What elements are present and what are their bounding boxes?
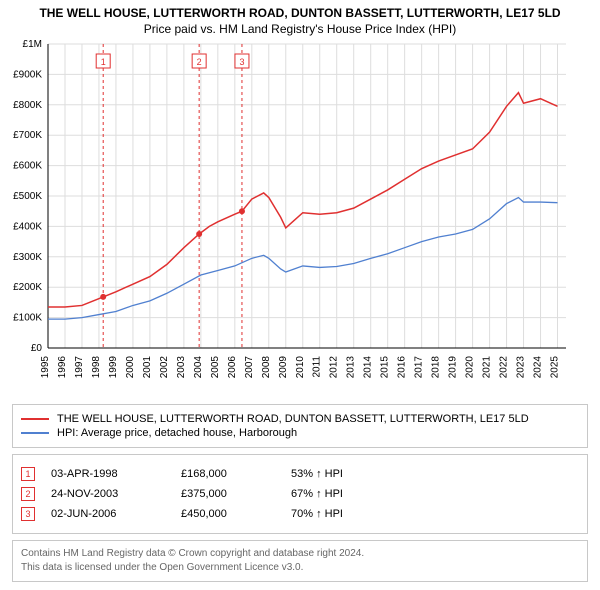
sale-date: 24-NOV-2003 [51, 488, 181, 500]
svg-text:1996: 1996 [57, 356, 68, 379]
sale-hpi-pct: 70% ↑ HPI [291, 508, 411, 520]
legend-label: HPI: Average price, detached house, Harb… [57, 427, 297, 439]
svg-text:2019: 2019 [448, 356, 459, 379]
legend-color-swatch [21, 432, 49, 434]
legend-label: THE WELL HOUSE, LUTTERWORTH ROAD, DUNTON… [57, 413, 529, 425]
svg-text:£400K: £400K [13, 221, 42, 232]
svg-text:1999: 1999 [108, 356, 119, 379]
sale-hpi-pct: 53% ↑ HPI [291, 468, 411, 480]
svg-text:2023: 2023 [516, 356, 527, 379]
chart-subtitle: Price paid vs. HM Land Registry's House … [4, 22, 596, 36]
chart-area: £0 £100K £200K £300K £400K £500K £600K £700K £80… [0, 38, 600, 398]
svg-text:1995: 1995 [40, 356, 51, 379]
svg-text:2007: 2007 [244, 356, 255, 379]
svg-text:2001: 2001 [142, 356, 153, 379]
svg-text:3: 3 [239, 57, 244, 67]
svg-text:2003: 2003 [176, 356, 187, 379]
svg-text:£0: £0 [31, 343, 43, 354]
chart-container: THE WELL HOUSE, LUTTERWORTH ROAD, DUNTON… [0, 0, 600, 582]
svg-text:2024: 2024 [533, 356, 544, 379]
legend-item: THE WELL HOUSE, LUTTERWORTH ROAD, DUNTON… [21, 413, 579, 425]
sale-marker: 1 [21, 467, 35, 481]
legend-color-swatch [21, 418, 49, 420]
footer-attribution: Contains HM Land Registry data © Crown c… [12, 540, 588, 582]
svg-text:1: 1 [101, 57, 106, 67]
sale-row: 3 02-JUN-2006£450,00070% ↑ HPI [21, 507, 579, 521]
svg-text:£100K: £100K [13, 313, 42, 324]
svg-text:£700K: £700K [13, 130, 42, 141]
sale-price: £168,000 [181, 468, 291, 480]
svg-text:£500K: £500K [13, 191, 42, 202]
legend-box: THE WELL HOUSE, LUTTERWORTH ROAD, DUNTON… [12, 404, 588, 448]
svg-text:2013: 2013 [346, 356, 357, 379]
sale-marker: 3 [21, 507, 35, 521]
svg-text:£1M: £1M [23, 39, 42, 50]
sale-date: 03-APR-1998 [51, 468, 181, 480]
svg-text:£900K: £900K [13, 69, 42, 80]
svg-text:2012: 2012 [329, 356, 340, 379]
svg-text:2004: 2004 [193, 356, 204, 379]
svg-text:2015: 2015 [380, 356, 391, 379]
svg-text:2018: 2018 [431, 356, 442, 379]
svg-text:2017: 2017 [414, 356, 425, 379]
svg-text:2025: 2025 [550, 356, 561, 379]
sale-hpi-pct: 67% ↑ HPI [291, 488, 411, 500]
title-block: THE WELL HOUSE, LUTTERWORTH ROAD, DUNTON… [0, 0, 600, 38]
svg-text:1998: 1998 [91, 356, 102, 379]
svg-text:2002: 2002 [159, 356, 170, 379]
sale-marker: 2 [21, 487, 35, 501]
svg-text:£200K: £200K [13, 282, 42, 293]
svg-text:2000: 2000 [125, 356, 136, 379]
svg-text:2005: 2005 [210, 356, 221, 379]
svg-text:2: 2 [197, 57, 202, 67]
svg-text:2021: 2021 [482, 356, 493, 379]
svg-text:2011: 2011 [312, 356, 323, 378]
svg-text:£600K: £600K [13, 161, 42, 172]
svg-text:1997: 1997 [74, 356, 85, 379]
chart-title-address: THE WELL HOUSE, LUTTERWORTH ROAD, DUNTON… [4, 6, 596, 20]
sales-table: 1 03-APR-1998£168,00053% ↑ HPI 2 24-NOV-200… [12, 454, 588, 534]
svg-text:2020: 2020 [465, 356, 476, 379]
line-chart-svg: £0 £100K £200K £300K £400K £500K £600K £700K £80… [0, 38, 576, 398]
svg-text:2016: 2016 [397, 356, 408, 379]
sale-row: 1 03-APR-1998£168,00053% ↑ HPI [21, 467, 579, 481]
sale-price: £375,000 [181, 488, 291, 500]
svg-text:2006: 2006 [227, 356, 238, 379]
svg-text:2014: 2014 [363, 356, 374, 379]
footer-line1: Contains HM Land Registry data © Crown c… [21, 547, 579, 561]
svg-text:£300K: £300K [13, 252, 42, 263]
footer-line2: This data is licensed under the Open Gov… [21, 561, 579, 575]
svg-text:2022: 2022 [499, 356, 510, 379]
sale-price: £450,000 [181, 508, 291, 520]
svg-text:2008: 2008 [261, 356, 272, 379]
sale-date: 02-JUN-2006 [51, 508, 181, 520]
svg-text:2010: 2010 [295, 356, 306, 379]
sale-row: 2 24-NOV-2003£375,00067% ↑ HPI [21, 487, 579, 501]
svg-text:£800K: £800K [13, 100, 42, 111]
svg-text:2009: 2009 [278, 356, 289, 379]
legend-item: HPI: Average price, detached house, Harb… [21, 427, 579, 439]
